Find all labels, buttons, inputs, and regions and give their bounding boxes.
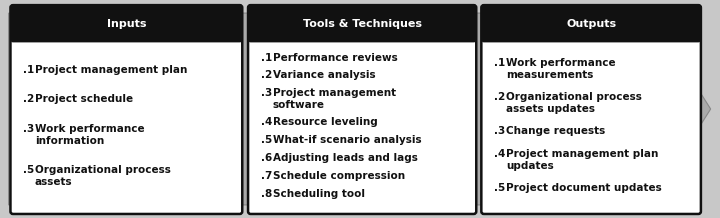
FancyBboxPatch shape xyxy=(11,5,242,42)
Text: .7: .7 xyxy=(261,171,272,181)
Text: Work performance
measurements: Work performance measurements xyxy=(506,58,616,80)
Text: .5: .5 xyxy=(494,183,505,193)
Text: .1: .1 xyxy=(494,58,505,68)
FancyBboxPatch shape xyxy=(482,5,701,214)
Text: Adjusting leads and lags: Adjusting leads and lags xyxy=(273,153,418,163)
Text: .3: .3 xyxy=(261,88,272,98)
Text: Project management plan
updates: Project management plan updates xyxy=(506,149,658,171)
Text: Variance analysis: Variance analysis xyxy=(273,70,375,80)
Text: .2: .2 xyxy=(23,94,35,104)
Text: .1: .1 xyxy=(23,65,35,75)
Text: .5: .5 xyxy=(261,135,272,145)
Text: .5: .5 xyxy=(23,165,35,175)
Text: .1: .1 xyxy=(261,53,272,63)
Text: Organizational process
assets: Organizational process assets xyxy=(35,165,171,187)
Text: Project document updates: Project document updates xyxy=(506,183,662,193)
Text: .6: .6 xyxy=(261,153,272,163)
Text: What-if scenario analysis: What-if scenario analysis xyxy=(273,135,421,145)
Text: Organizational process
assets updates: Organizational process assets updates xyxy=(506,92,642,114)
Text: Performance reviews: Performance reviews xyxy=(273,53,397,63)
Text: .2: .2 xyxy=(261,70,272,80)
Text: Project management plan: Project management plan xyxy=(35,65,187,75)
Text: .3: .3 xyxy=(23,124,35,134)
Text: Project management
software: Project management software xyxy=(273,88,396,110)
Text: Schedule compression: Schedule compression xyxy=(273,171,405,181)
Polygon shape xyxy=(9,13,711,205)
FancyBboxPatch shape xyxy=(248,5,476,214)
Text: .4: .4 xyxy=(494,149,505,159)
Text: Outputs: Outputs xyxy=(566,19,616,29)
FancyBboxPatch shape xyxy=(248,5,476,42)
Text: .2: .2 xyxy=(494,92,505,102)
Text: Scheduling tool: Scheduling tool xyxy=(273,189,364,199)
Text: .4: .4 xyxy=(261,117,272,127)
Text: Inputs: Inputs xyxy=(107,19,146,29)
Text: Resource leveling: Resource leveling xyxy=(273,117,377,127)
Text: Work performance
information: Work performance information xyxy=(35,124,145,146)
Text: .8: .8 xyxy=(261,189,272,199)
FancyBboxPatch shape xyxy=(482,5,701,42)
Text: .3: .3 xyxy=(494,126,505,136)
Text: Project schedule: Project schedule xyxy=(35,94,133,104)
Text: Change requests: Change requests xyxy=(506,126,605,136)
Text: Tools & Techniques: Tools & Techniques xyxy=(302,19,422,29)
FancyBboxPatch shape xyxy=(11,5,242,214)
